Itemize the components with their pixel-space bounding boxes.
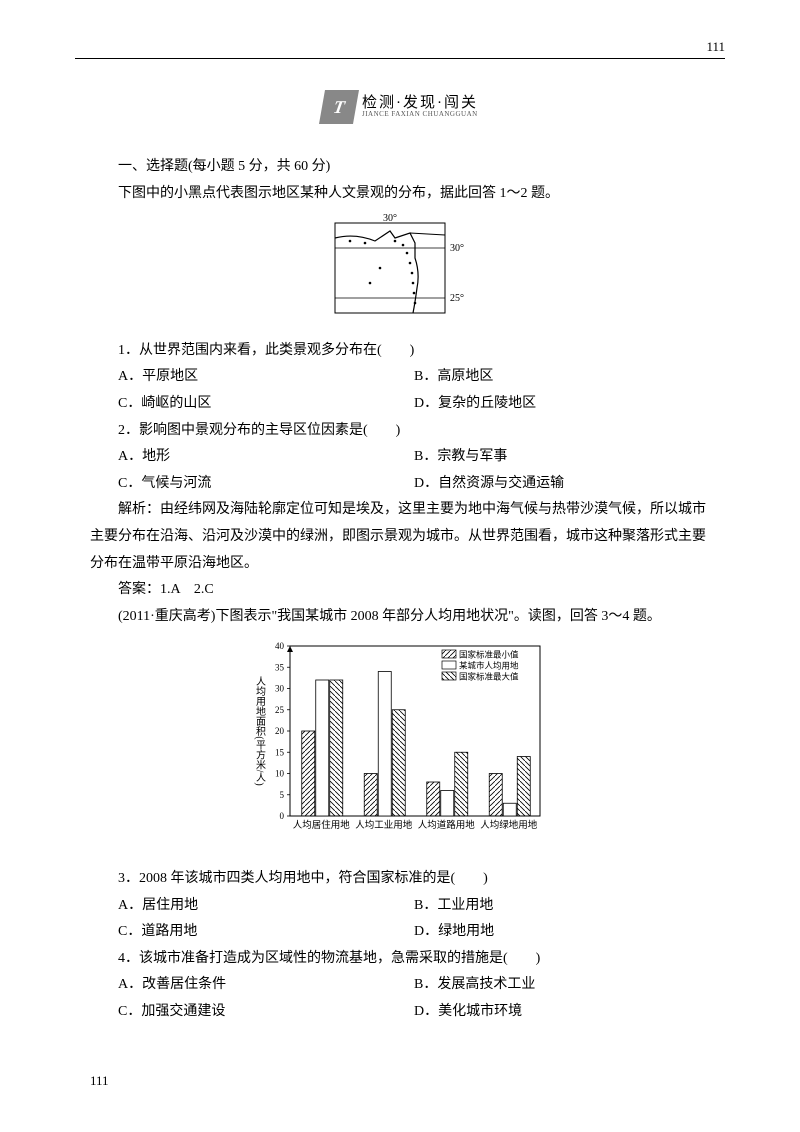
svg-text:人均绿地用地: 人均绿地用地 bbox=[480, 819, 538, 831]
intro-1: 下图中的小黑点代表图示地区某种人文景观的分布，据此回答 1～2 题。 bbox=[90, 181, 710, 208]
q1-option-a: A．平原地区 bbox=[118, 364, 414, 391]
svg-text:0: 0 bbox=[280, 811, 285, 821]
svg-text:15: 15 bbox=[275, 748, 285, 758]
svg-text:35: 35 bbox=[275, 663, 285, 673]
map-right-top-label: 30° bbox=[450, 243, 464, 254]
q2-option-b: B．宗教与军事 bbox=[414, 444, 710, 471]
document-body: T 检测·发现·闯关 JIANCE FAXIAN CHUANGGUAN 一、选择… bbox=[90, 90, 710, 1025]
q1-option-c: C．崎岖的山区 bbox=[118, 391, 414, 418]
q3-options-row2: C．道路用地 D．绿地用地 bbox=[118, 919, 710, 946]
q4-options-row1: A．改善居住条件 B．发展高技术工业 bbox=[118, 972, 710, 999]
q2-options-row2: C．气候与河流 D．自然资源与交通运输 bbox=[118, 471, 710, 498]
q2-stem: 2．影响图中景观分布的主导区位因素是( ) bbox=[90, 418, 710, 445]
svg-text:某城市人均用地: 某城市人均用地 bbox=[459, 661, 519, 671]
svg-text:人均用地面积(平方米/人): 人均用地面积(平方米/人) bbox=[254, 676, 266, 786]
q3-option-b: B．工业用地 bbox=[414, 893, 710, 920]
map-top-label: 30° bbox=[383, 213, 397, 224]
q3-option-d: D．绿地用地 bbox=[414, 919, 710, 946]
logo-main-text: 检测·发现·闯关 bbox=[362, 95, 478, 112]
q4-options-row2: C．加强交通建设 D．美化城市环境 bbox=[118, 999, 710, 1026]
svg-text:人均居住用地: 人均居住用地 bbox=[293, 819, 351, 831]
explanation-1: 解析：由经纬网及海陆轮廓定位可知是埃及，这里主要为地中海气候与热带沙漠气候，所以… bbox=[90, 497, 710, 577]
svg-text:人均道路用地: 人均道路用地 bbox=[418, 819, 476, 831]
q2-option-c: C．气候与河流 bbox=[118, 471, 414, 498]
svg-text:人均工业用地: 人均工业用地 bbox=[355, 819, 413, 831]
svg-text:30: 30 bbox=[275, 684, 285, 694]
page-number-top: 111 bbox=[706, 35, 725, 60]
svg-text:40: 40 bbox=[275, 641, 285, 651]
q3-option-c: C．道路用地 bbox=[118, 919, 414, 946]
q1-option-d: D．复杂的丘陵地区 bbox=[414, 391, 710, 418]
answer-1: 答案：1.A 2.C bbox=[90, 577, 710, 604]
q4-option-b: B．发展高技术工业 bbox=[414, 972, 710, 999]
logo-icon: T bbox=[319, 90, 359, 124]
q1-options-row2: C．崎岖的山区 D．复杂的丘陵地区 bbox=[118, 391, 710, 418]
map-figure: 30° 30° 25° bbox=[90, 213, 710, 334]
q4-option-a: A．改善居住条件 bbox=[118, 972, 414, 999]
q3-option-a: A．居住用地 bbox=[118, 893, 414, 920]
intro-2: (2011·重庆高考)下图表示"我国某城市 2008 年部分人均用地状况"。读图… bbox=[90, 604, 710, 631]
map-right-bottom-label: 25° bbox=[450, 293, 464, 304]
section-heading: 一、选择题(每小题 5 分，共 60 分) bbox=[90, 154, 710, 181]
q2-option-a: A．地形 bbox=[118, 444, 414, 471]
svg-text:5: 5 bbox=[280, 790, 285, 800]
q1-option-b: B．高原地区 bbox=[414, 364, 710, 391]
q3-options-row1: A．居住用地 B．工业用地 bbox=[118, 893, 710, 920]
logo-sub-text: JIANCE FAXIAN CHUANGGUAN bbox=[362, 111, 478, 119]
svg-text:国家标准最大值: 国家标准最大值 bbox=[459, 672, 519, 682]
q1-options-row1: A．平原地区 B．高原地区 bbox=[118, 364, 710, 391]
top-rule bbox=[75, 58, 725, 59]
q3-stem: 3．2008 年该城市四类人均用地中，符合国家标准的是( ) bbox=[90, 866, 710, 893]
q2-options-row1: A．地形 B．宗教与军事 bbox=[118, 444, 710, 471]
q2-option-d: D．自然资源与交通运输 bbox=[414, 471, 710, 498]
svg-text:10: 10 bbox=[275, 769, 285, 779]
page-number-bottom: 111 bbox=[90, 1069, 109, 1094]
svg-text:20: 20 bbox=[275, 726, 285, 736]
q4-option-d: D．美化城市环境 bbox=[414, 999, 710, 1026]
logo-block: T 检测·发现·闯关 JIANCE FAXIAN CHUANGGUAN bbox=[90, 90, 710, 124]
bar-chart-figure: 0 5 10 15 20 25 30 35 40 人均用地面积(平方米/人) 人均居住用地人均工业用… bbox=[90, 636, 710, 862]
q4-option-c: C．加强交通建设 bbox=[118, 999, 414, 1026]
svg-text:国家标准最小值: 国家标准最小值 bbox=[459, 650, 519, 660]
q1-stem: 1．从世界范围内来看，此类景观多分布在( ) bbox=[90, 338, 710, 365]
svg-text:25: 25 bbox=[275, 705, 285, 715]
q4-stem: 4．该城市准备打造成为区域性的物流基地，急需采取的措施是( ) bbox=[90, 946, 710, 973]
